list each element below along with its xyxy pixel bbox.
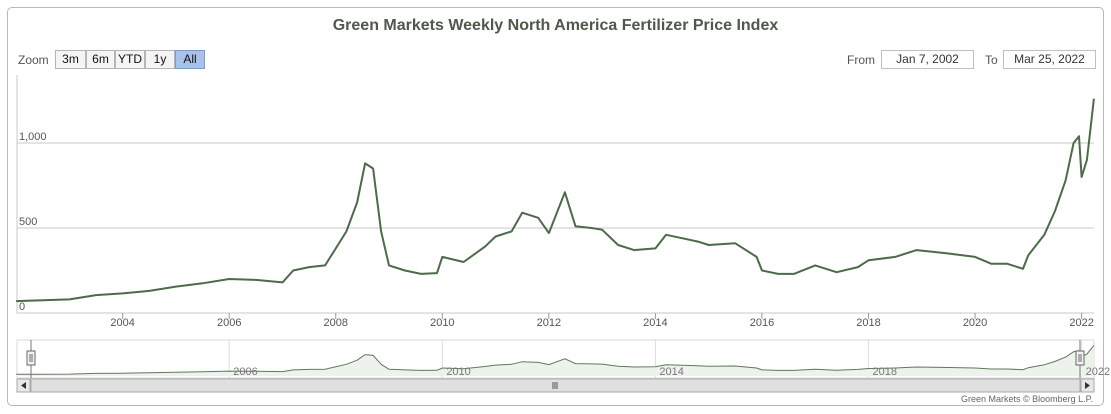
y-tick-label: 1,000: [19, 131, 47, 143]
navigator-tick-label: 2010: [446, 366, 470, 378]
scrollbar[interactable]: [16, 378, 1095, 393]
y-tick-label: 0: [19, 301, 25, 313]
x-tick-label: 2018: [856, 317, 880, 329]
x-tick-label: 2020: [963, 317, 987, 329]
navigator-tick-label: 2018: [873, 366, 897, 378]
x-tick-label: 2012: [537, 317, 561, 329]
x-tick-label: 2014: [643, 317, 667, 329]
x-tick-label: 2006: [217, 317, 241, 329]
arrow-left-icon: [21, 382, 26, 389]
x-tick-label: 2010: [430, 317, 454, 329]
credit-text: Green Markets © Bloomberg L.P.: [960, 394, 1093, 404]
zoom-ytd-button[interactable]: YTD: [115, 50, 145, 69]
scroll-left-button[interactable]: [16, 378, 31, 393]
navigator-right-handle[interactable]: [1075, 350, 1085, 366]
from-label: From: [847, 53, 875, 67]
navigator-left-handle[interactable]: [26, 350, 36, 366]
scrollbar-grip-icon: [552, 382, 558, 389]
x-tick-label: 2022: [1069, 317, 1093, 329]
to-label: To: [985, 53, 998, 67]
to-date-input[interactable]: Mar 25, 2022: [1003, 50, 1096, 69]
zoom-6m-button[interactable]: 6m: [86, 50, 115, 69]
zoom-all-button[interactable]: All: [175, 50, 205, 69]
from-date-input[interactable]: Jan 7, 2002: [881, 50, 974, 69]
navigator-tick-label: 2006: [233, 366, 257, 378]
zoom-3m-button[interactable]: 3m: [55, 50, 86, 69]
navigator-series-area: [16, 345, 1094, 376]
x-tick-label: 2008: [324, 317, 348, 329]
chart-title: Green Markets Weekly North America Ferti…: [332, 17, 779, 34]
zoom-1y-button[interactable]: 1y: [145, 50, 175, 69]
navigator-tick-label: 2022: [1086, 366, 1110, 378]
navigator-tick-label: 2014: [659, 366, 683, 378]
scroll-right-button[interactable]: [1080, 378, 1095, 393]
navigator[interactable]: 2006 2010 2014 2018 2022: [16, 339, 1110, 379]
y-tick-label: 500: [19, 216, 37, 228]
price-index-series-line: [16, 98, 1095, 303]
arrow-right-icon: [1085, 382, 1090, 389]
x-tick-label: 2016: [750, 317, 774, 329]
zoom-label: Zoom: [18, 53, 49, 67]
x-tick-label: 2004: [110, 317, 134, 329]
navigator-series-line: [16, 345, 1095, 375]
